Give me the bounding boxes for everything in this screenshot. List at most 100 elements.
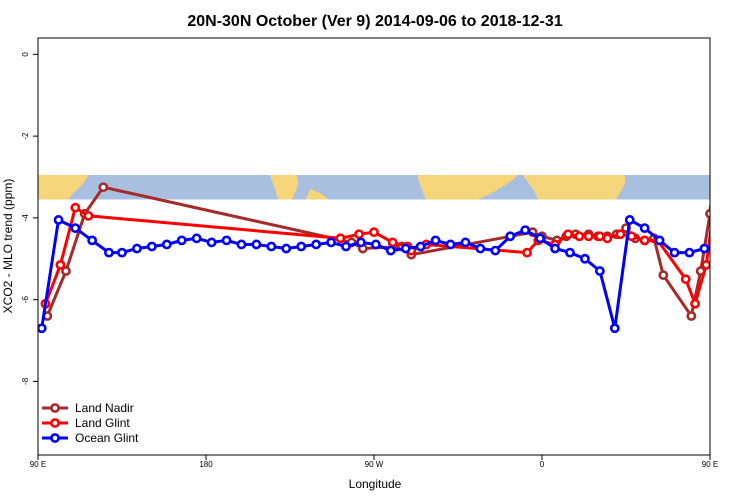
chart-title: 20N-30N October (Ver 9) 2014-09-06 to 20… [187, 13, 562, 30]
data-point [716, 214, 723, 221]
x-tick-label: 90 E [30, 460, 46, 469]
data-point [716, 243, 723, 250]
y-axis: 0 -2 -4 -6 -8 [21, 52, 38, 385]
y-tick-label: -2 [21, 132, 30, 140]
data-point [221, 235, 232, 246]
data-point [38, 323, 47, 334]
data-point [639, 223, 650, 234]
data-point [385, 245, 396, 256]
x-tick-label: 90 E [702, 460, 718, 469]
data-point [70, 223, 81, 234]
data-point [55, 259, 66, 270]
data-point [721, 184, 728, 191]
data-point [206, 237, 217, 248]
legend-label: Ocean Glint [75, 431, 139, 445]
data-point [415, 241, 426, 252]
legend-marker [50, 403, 60, 413]
data-point [594, 266, 605, 276]
y-axis-label: XCO2 - MLO trend (ppm) [1, 179, 15, 314]
map-land-1 [270, 174, 299, 200]
data-point [680, 274, 691, 285]
data-point [475, 243, 486, 254]
data-point [686, 311, 697, 321]
data-point [53, 215, 64, 225]
x-axis-label: Longitude [349, 477, 402, 491]
legend-label: Land Glint [75, 416, 130, 430]
legend-label: Land Nadir [75, 401, 134, 415]
x-tick-label: 180 [199, 460, 213, 469]
data-point [654, 235, 665, 246]
data-point [658, 270, 669, 281]
data-point [251, 239, 262, 250]
data-point [400, 243, 411, 254]
data-point [690, 298, 700, 309]
data-point [61, 266, 71, 276]
data-point [104, 247, 114, 258]
data-point [490, 245, 501, 256]
legend-item: Land Nadir [42, 401, 134, 415]
data-point [669, 247, 680, 258]
data-point [522, 247, 532, 258]
data-point [236, 239, 247, 250]
y-tick-label: -6 [21, 296, 30, 304]
data-point [83, 210, 94, 221]
y-tick-label: 0 [21, 52, 30, 57]
map-land-3 [418, 174, 518, 200]
data-point [719, 212, 726, 219]
data-point [699, 243, 710, 254]
map-land-4 [523, 174, 626, 200]
data-point [550, 243, 560, 254]
data-point [87, 235, 98, 246]
data-point [146, 241, 157, 252]
data-point [684, 247, 695, 258]
data-point [311, 239, 322, 250]
data-point [370, 239, 381, 250]
data-point [609, 323, 620, 334]
y-tick-label: -8 [21, 377, 30, 385]
data-point [574, 231, 585, 242]
data-point [281, 243, 292, 254]
data-point [701, 259, 710, 270]
x-axis: 90 E 180 90 W 0 90 E [30, 455, 718, 469]
data-point [354, 229, 364, 240]
data-point [731, 241, 738, 248]
data-point [746, 237, 750, 244]
data-point [161, 239, 172, 250]
data-point [602, 233, 613, 244]
data-point [615, 229, 626, 240]
data-point [580, 253, 590, 264]
data-point [520, 225, 531, 236]
map-land-0 [38, 174, 88, 200]
map-land-2 [306, 188, 328, 200]
data-point [70, 202, 81, 213]
data-point [535, 233, 546, 244]
series-line-1 [44, 205, 710, 309]
data-point [341, 241, 351, 252]
data-point [705, 208, 710, 219]
data-point [98, 182, 109, 193]
data-point [565, 247, 575, 258]
series-line-0 [45, 185, 710, 320]
data-point [132, 243, 142, 254]
data-point [387, 237, 398, 248]
data-point [563, 229, 574, 240]
legend-item: Land Glint [42, 416, 130, 430]
data-point [445, 239, 456, 250]
data-point [583, 231, 594, 242]
data-point [731, 276, 738, 283]
y-tick-label: -4 [21, 214, 30, 222]
data-point [708, 204, 710, 211]
data-point [624, 215, 635, 225]
data-point [326, 237, 336, 248]
data-point [639, 235, 650, 246]
data-point [369, 227, 379, 238]
data-point [594, 231, 605, 242]
data-point [505, 231, 516, 242]
data-point [356, 237, 366, 248]
data-point [335, 233, 346, 244]
data-point [191, 233, 202, 244]
map-background [38, 174, 710, 200]
legend-marker [50, 418, 60, 428]
x-tick-label: 90 W [365, 460, 384, 469]
